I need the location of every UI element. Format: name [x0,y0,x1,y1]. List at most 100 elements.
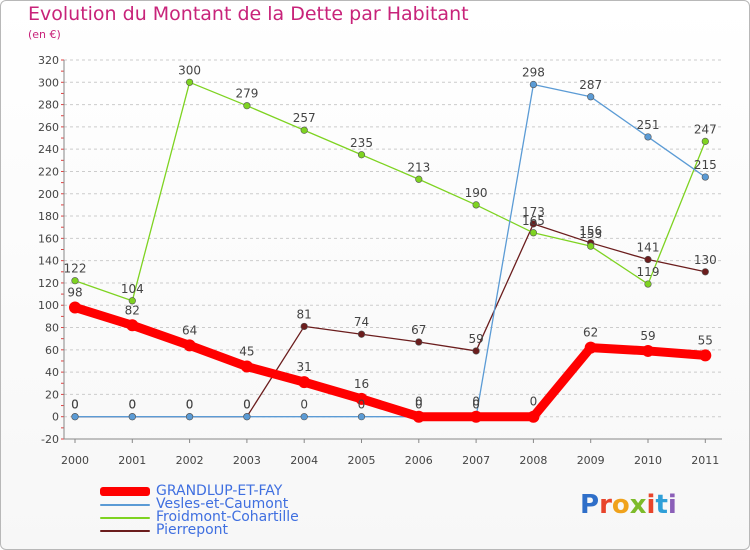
x-tick-label: 2008 [519,454,547,467]
data-point [355,392,368,405]
data-label: 0 [128,398,136,412]
legend-label: Froidmont-Cohartille [156,509,299,525]
data-label: 55 [698,333,713,347]
data-label: 279 [235,87,258,101]
data-label: 0 [358,398,366,412]
data-label: 156 [579,224,602,238]
data-label: 235 [350,136,373,150]
y-tick-label: 240 [38,143,59,156]
data-label: 173 [522,205,545,219]
data-label: 247 [694,122,717,136]
data-label: 45 [239,345,254,359]
logo-letter: i [667,490,677,520]
data-point [529,229,538,237]
data-label: 0 [530,395,538,409]
y-tick-label: 280 [38,99,59,112]
data-label: 64 [182,323,197,337]
x-tick-label: 2002 [176,454,204,467]
data-label: 74 [354,315,369,329]
legend-label: GRANDLUP-ET-FAY [156,483,283,499]
data-label: 62 [583,326,598,340]
data-point [300,413,308,421]
data-point [300,322,308,331]
y-tick-label: 140 [38,255,59,268]
data-label: 0 [472,398,480,412]
data-label: 0 [472,395,480,409]
data-point [183,339,196,352]
axes: -200204060801001201401601802002202402602… [38,54,722,467]
x-tick-label: 2009 [577,454,605,467]
data-point [415,338,423,346]
data-point [472,201,480,209]
data-point [243,102,251,110]
y-tick-label: 20 [45,388,59,401]
y-tick-label: 40 [45,366,59,379]
data-label: 165 [522,214,545,228]
data-label: 298 [522,66,545,80]
series-line [74,223,706,418]
data-point [243,413,251,421]
data-point [584,341,597,354]
y-tick-label: 160 [38,232,59,245]
legend-swatch [100,503,150,506]
legend-item: Vesles-et-Caumont [100,497,299,511]
legend: GRANDLUP-ET-FAY Vesles-et-Caumont Froidmon… [100,483,299,537]
data-point [701,268,709,276]
y-tick-label: 60 [45,344,59,357]
data-label: 31 [297,360,312,374]
data-point [415,175,423,183]
data-label: 130 [694,253,717,267]
x-tick-label: 2000 [61,454,89,467]
legend-swatch [100,516,150,519]
data-label: 122 [64,262,87,276]
data-point [357,330,366,338]
x-tick-label: 2010 [634,454,662,467]
y-tick-label: 0 [52,411,59,424]
data-label: 287 [579,78,602,92]
x-tick-label: 2006 [405,454,433,467]
grid-lines [64,59,722,440]
logo-letter: r [599,490,612,520]
data-label: 0 [415,398,423,412]
data-point [357,413,366,421]
chart-title: Evolution du Montant de la Dette par Hab… [28,3,469,25]
data-point [529,80,538,89]
data-label: 81 [297,307,312,321]
logo-letter: x [629,490,647,520]
logo-letter: o [611,490,630,520]
y-tick-label: -20 [41,433,59,446]
data-point [412,410,425,423]
y-tick-label: 100 [38,299,59,312]
data-point [470,410,483,423]
data-point [298,376,311,389]
data-label: 0 [71,398,79,412]
y-tick-label: 180 [38,210,59,223]
data-label: 59 [468,332,483,346]
data-label: 0 [415,395,423,409]
logo-letter: i [646,490,656,520]
data-point [642,344,654,357]
data-label: 67 [411,323,426,337]
data-label: 98 [67,285,82,299]
data-label: 0 [300,398,308,412]
data-point [126,319,139,332]
series-line [70,302,710,422]
data-point [472,347,480,355]
logo-letter: P [580,490,600,520]
data-point [128,297,136,305]
data-label: 0 [186,398,194,412]
data-point [128,413,136,421]
y-tick-label: 260 [38,121,59,134]
data-point [69,301,81,314]
data-label: 119 [637,265,660,279]
x-tick-label: 2003 [233,454,261,467]
x-tick-label: 2005 [348,454,376,467]
data-point [701,173,709,181]
legend-item: Froidmont-Cohartille [100,509,299,525]
y-tick-label: 320 [38,54,59,67]
data-label: 257 [293,111,316,125]
legend-item: GRANDLUP-ET-FAY [100,483,299,499]
data-point [186,78,194,86]
data-label: 213 [407,160,430,174]
